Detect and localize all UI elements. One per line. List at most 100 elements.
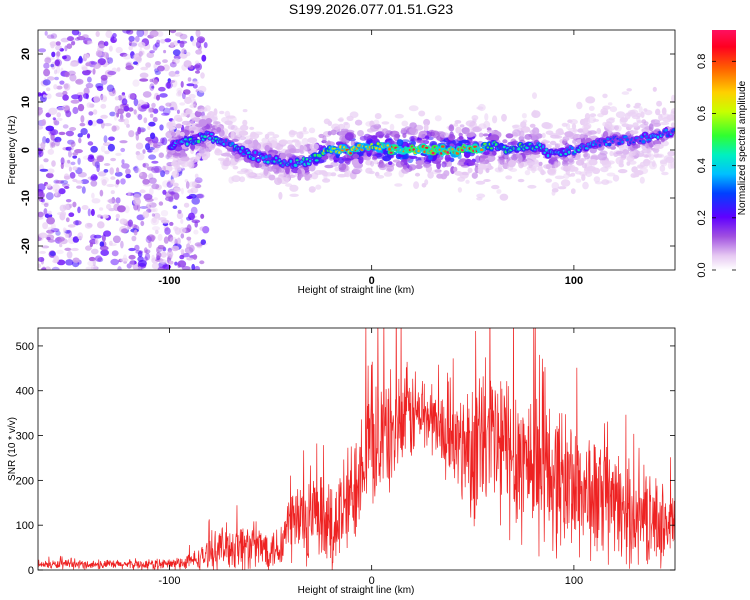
noise-blob bbox=[152, 167, 161, 174]
noise-blob bbox=[173, 192, 180, 201]
ridge-peak-blob bbox=[266, 160, 270, 164]
noise-blob bbox=[62, 183, 70, 188]
noise-blob bbox=[193, 229, 199, 235]
ridge-halo-blob bbox=[381, 121, 390, 125]
noise-blob bbox=[42, 222, 48, 230]
ridge-halo-blob bbox=[214, 149, 223, 156]
noise-blob bbox=[137, 114, 143, 121]
noise-blob bbox=[92, 158, 99, 167]
snr-xlabel: Height of straight line (km) bbox=[298, 585, 415, 596]
noise-blob bbox=[141, 128, 145, 133]
ridge-halo-blob bbox=[376, 174, 385, 179]
ridge-halo-blob bbox=[448, 124, 455, 132]
ridge-halo-blob bbox=[617, 169, 628, 174]
ridge-halo-blob bbox=[189, 104, 198, 109]
ridge-halo-blob bbox=[622, 149, 630, 155]
noise-blob bbox=[157, 233, 163, 242]
noise-blob bbox=[66, 251, 73, 259]
ridge-halo-blob bbox=[602, 93, 608, 99]
ridge-halo-blob bbox=[545, 130, 554, 135]
ridge-halo-blob bbox=[511, 129, 522, 137]
noise-blob bbox=[105, 30, 113, 38]
noise-blob bbox=[39, 168, 49, 172]
ridge-halo-blob bbox=[593, 176, 601, 183]
ridge-peak-blob bbox=[545, 148, 548, 152]
noise-blob bbox=[182, 253, 190, 258]
noise-blob bbox=[63, 83, 69, 89]
ridge-halo-blob bbox=[575, 178, 582, 183]
spectrogram-ytick-label: 10 bbox=[20, 96, 32, 108]
spectrogram-ytick-label: 20 bbox=[20, 48, 32, 60]
ridge-peak-blob bbox=[607, 142, 612, 147]
noise-blob bbox=[85, 62, 92, 67]
ridge-peak-blob bbox=[254, 151, 257, 154]
noise-blob bbox=[179, 40, 185, 48]
ridge-halo-blob bbox=[373, 160, 379, 165]
ridge-halo-blob bbox=[278, 139, 289, 145]
snr-ticks: -100 0 100 0 100 200 300 400 500 bbox=[16, 328, 675, 587]
noise-blob bbox=[173, 58, 180, 64]
noise-blob bbox=[55, 45, 63, 51]
noise-blob bbox=[133, 165, 139, 174]
noise-blob bbox=[155, 229, 159, 235]
noise-blob bbox=[100, 74, 108, 81]
noise-blob bbox=[179, 254, 185, 260]
noise-blob bbox=[100, 94, 108, 103]
noise-blob bbox=[90, 180, 98, 187]
noise-blob bbox=[62, 94, 69, 101]
noise-blob bbox=[115, 179, 120, 185]
ridge-halo-blob bbox=[371, 155, 378, 161]
noise-blob bbox=[90, 145, 98, 153]
ridge-peak-blob bbox=[257, 158, 260, 162]
ridge-peak-blob bbox=[376, 142, 380, 146]
ridge-halo-blob bbox=[653, 122, 661, 127]
noise-blob bbox=[44, 57, 52, 64]
ridge-halo-blob bbox=[614, 125, 619, 131]
noise-blob bbox=[131, 235, 137, 242]
ridge-halo-blob bbox=[588, 130, 598, 135]
noise-blob bbox=[199, 226, 206, 231]
noise-blob bbox=[75, 220, 79, 226]
ridge-halo-blob bbox=[553, 160, 561, 167]
snr-ylabel: SNR (10 * v/v) bbox=[7, 417, 18, 481]
ridge-halo-blob bbox=[436, 154, 442, 162]
noise-blob bbox=[110, 176, 116, 180]
ridge-halo-blob bbox=[198, 119, 208, 127]
ridge-halo-blob bbox=[239, 176, 246, 183]
noise-blob bbox=[128, 93, 136, 100]
noise-blob bbox=[177, 90, 182, 96]
ridge-halo-blob bbox=[368, 170, 375, 175]
noise-blob bbox=[137, 266, 142, 270]
noise-blob bbox=[115, 218, 119, 221]
noise-blob bbox=[120, 178, 126, 185]
ridge-halo-blob bbox=[546, 144, 552, 149]
noise-blob bbox=[48, 107, 58, 116]
noise-blob bbox=[78, 137, 82, 144]
ridge-halo-blob bbox=[396, 139, 404, 147]
ridge-peak-blob bbox=[639, 139, 642, 143]
ridge-halo-blob bbox=[458, 132, 463, 137]
noise-blob bbox=[153, 165, 162, 173]
ridge-halo-blob bbox=[173, 104, 178, 109]
noise-blob bbox=[38, 92, 42, 97]
ridge-halo-blob bbox=[585, 96, 596, 104]
ridge-halo-blob bbox=[457, 161, 464, 166]
noise-blob bbox=[45, 183, 52, 188]
ridge-halo-blob bbox=[363, 133, 372, 141]
noise-blob bbox=[135, 133, 139, 141]
noise-blob bbox=[84, 40, 88, 45]
ridge-halo-blob bbox=[476, 193, 486, 199]
colorbar: 0.0 0.2 0.4 0.6 0.8 Normalized spectral ampl… bbox=[696, 30, 748, 278]
ridge-halo-blob bbox=[643, 121, 649, 126]
ridge-halo-blob bbox=[286, 140, 293, 145]
ridge-halo-blob bbox=[557, 142, 564, 147]
ridge-halo-blob bbox=[264, 133, 270, 140]
ridge-halo-blob bbox=[659, 165, 666, 172]
noise-blob bbox=[91, 198, 101, 204]
snr-xtick-label: 100 bbox=[565, 575, 583, 587]
ridge-halo-blob bbox=[517, 178, 525, 183]
ridge-halo-blob bbox=[606, 118, 615, 124]
noise-blob bbox=[80, 128, 88, 135]
noise-blob bbox=[148, 154, 157, 160]
